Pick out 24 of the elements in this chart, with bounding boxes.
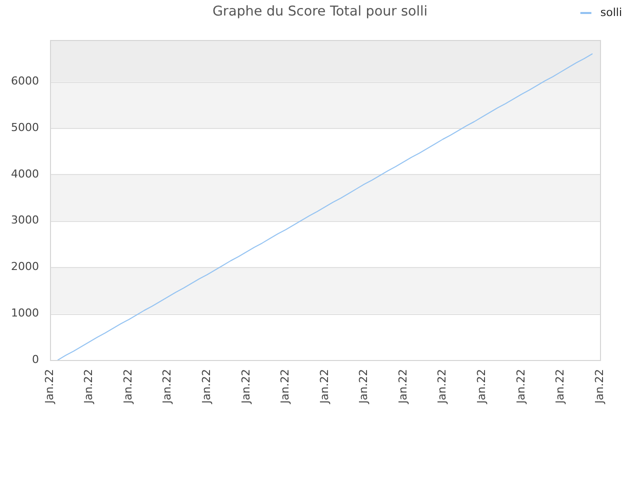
x-tick-label: Jan.22	[396, 369, 410, 404]
y-tick-label: 6000	[11, 74, 39, 88]
y-tick-label: 5000	[11, 120, 39, 134]
chart-title: Graphe du Score Total pour solli	[212, 4, 428, 20]
y-tick-label: 3000	[11, 214, 39, 227]
x-tick-label: Jan.22	[318, 369, 331, 404]
x-tick-label: Jan.22	[160, 369, 174, 404]
x-tick-label: Jan.22	[592, 369, 606, 404]
x-tick-label: Jan.22	[82, 369, 96, 404]
legend-label: solli	[600, 6, 622, 19]
x-tick-label: Jan.22	[554, 369, 567, 404]
x-tick-label: Jan.22	[357, 369, 370, 404]
x-tick-label: Jan.22	[278, 369, 292, 404]
x-tick-label: Jan.22	[200, 369, 213, 404]
x-tick-label: Jan.22	[121, 369, 134, 404]
y-tick-label: 1000	[11, 306, 39, 320]
x-tick-label: Jan.22	[239, 369, 252, 404]
y-tick-label: 0	[32, 352, 39, 366]
x-tick-label: Jan.22	[475, 369, 488, 404]
y-tick-label: 4000	[11, 167, 39, 180]
x-tick-label: Jan.22	[514, 369, 528, 404]
y-tick-label: 2000	[11, 260, 39, 274]
x-tick-label: Jan.22	[42, 369, 56, 404]
x-tick-label: Jan.22	[436, 369, 449, 404]
